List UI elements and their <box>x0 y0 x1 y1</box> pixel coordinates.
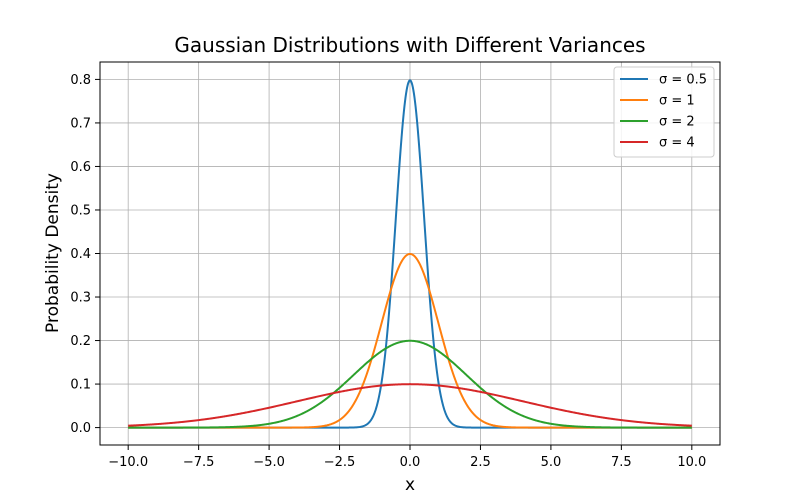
x-tick-label: 5.0 <box>541 455 562 470</box>
x-tick-label: −7.5 <box>183 455 215 470</box>
x-tick-label: 0.0 <box>400 455 421 470</box>
y-tick-label: 0.0 <box>70 421 91 436</box>
x-axis-label: x <box>405 475 415 495</box>
x-tick-label: −2.5 <box>324 455 356 470</box>
legend: σ = 0.5 σ = 1 σ = 2 σ = 4 <box>613 66 715 158</box>
y-tick-label: 0.7 <box>70 116 91 131</box>
chart-title: Gaussian Distributions with Different Va… <box>174 33 645 57</box>
x-tick-label: −10.0 <box>108 455 148 470</box>
legend-label-1: σ = 1 <box>659 94 695 109</box>
y-tick-label: 0.2 <box>70 334 91 349</box>
y-tick-label: 0.6 <box>70 160 91 175</box>
legend-box <box>613 66 715 158</box>
x-tick-label: 10.0 <box>677 455 706 470</box>
x-tick-label: 2.5 <box>470 455 491 470</box>
y-tick-label: 0.3 <box>70 291 91 306</box>
x-axis-ticks: −10.0 −7.5 −5.0 −2.5 0.0 2.5 5.0 7.5 10.0 <box>108 445 706 470</box>
x-tick-label: −5.0 <box>253 455 285 470</box>
series-line-3 <box>127 383 693 427</box>
x-tick-label: 7.5 <box>611 455 632 470</box>
legend-label-0: σ = 0.5 <box>659 73 707 88</box>
y-axis-label: Probability Density <box>43 173 63 333</box>
series-layer <box>127 79 693 429</box>
y-tick-label: 0.8 <box>70 73 91 88</box>
y-axis-ticks: 0.0 0.1 0.2 0.3 0.4 0.5 0.6 0.7 0.8 <box>70 73 100 436</box>
legend-label-2: σ = 2 <box>659 115 695 130</box>
y-tick-label: 0.1 <box>70 378 91 393</box>
legend-label-3: σ = 4 <box>659 136 695 151</box>
y-tick-label: 0.4 <box>70 247 91 262</box>
series-line-2 <box>127 339 693 429</box>
y-tick-label: 0.5 <box>70 203 91 218</box>
